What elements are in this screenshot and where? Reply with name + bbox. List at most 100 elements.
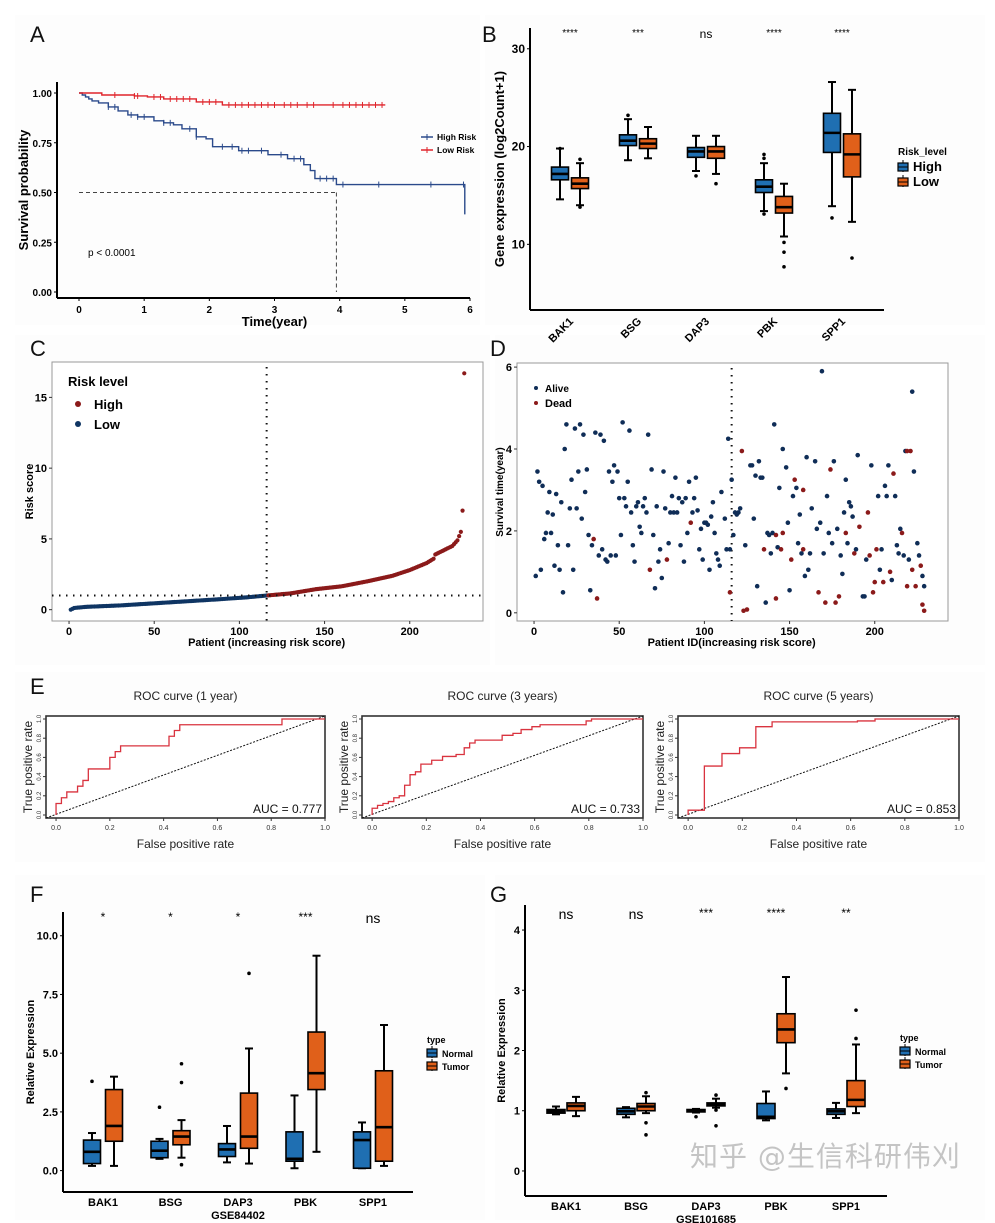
point-alive (679, 499, 685, 505)
x-tick-label: 0.8 (266, 825, 276, 832)
outlier-point (714, 1123, 718, 1128)
point-alive (668, 510, 673, 515)
outlier-point (762, 156, 766, 161)
point-alive (642, 495, 648, 501)
outlier-point (694, 1114, 698, 1119)
outlier-point (90, 1079, 94, 1084)
point-dead (773, 596, 779, 601)
point-alive (576, 469, 581, 474)
y-tick-label: 0.4 (353, 772, 359, 781)
point-alive (754, 583, 760, 589)
y-tick-label: 0.0 (37, 810, 43, 819)
y-tick-label: 0.6 (353, 753, 359, 762)
x-tick-label: PBK (755, 316, 780, 341)
point-alive (846, 499, 852, 505)
legend-label: Low (913, 174, 940, 189)
outlier-point (179, 1162, 184, 1167)
point-alive (579, 516, 585, 521)
point-alive (724, 547, 729, 552)
significance-label: **** (834, 28, 850, 39)
point-high-risk (462, 371, 467, 376)
outlier-point (644, 1120, 648, 1125)
point-alive (616, 495, 622, 501)
x-tick-label: DAP3 (223, 1197, 252, 1209)
point-alive (840, 571, 845, 577)
x-tick-label: 2 (207, 305, 213, 316)
x-tick-label: 0.6 (213, 825, 223, 832)
y-tick-label: 0.2 (669, 791, 675, 800)
point-dead (788, 557, 794, 562)
point-alive (598, 432, 603, 437)
y-axis-title: Relative Expression (25, 999, 37, 1104)
legend-title: Risk_level (898, 147, 947, 158)
y-tick-label: 0.8 (669, 733, 675, 742)
point-alive (581, 432, 586, 437)
panel-a (15, 15, 480, 325)
y-tick-label: 2 (514, 1046, 520, 1058)
point-high-risk (457, 533, 462, 539)
point-dead (891, 471, 896, 476)
point-dead (800, 487, 806, 493)
point-dead (836, 594, 842, 599)
y-tick-label: 0.75 (33, 139, 53, 150)
point-alive (553, 491, 559, 497)
point-alive (751, 516, 757, 521)
x-tick-label: 3 (272, 305, 278, 316)
point-alive (548, 530, 554, 536)
point-alive (543, 530, 549, 536)
point-alive (787, 587, 792, 593)
box-normal (756, 1102, 776, 1120)
point-alive (838, 553, 843, 558)
y-tick-label: 4 (514, 925, 521, 937)
point-alive (698, 526, 704, 532)
y-axis-title: True positive rate (21, 721, 35, 814)
point-alive (650, 532, 656, 538)
diagonal-reference (361, 715, 644, 819)
y-tick-label: 3 (514, 985, 520, 997)
outlier-point (762, 212, 766, 216)
auc-label: AUC = 0.733 (571, 802, 640, 816)
y-tick-label: 0.8 (37, 733, 43, 742)
point-dead (727, 590, 733, 595)
x-tick-label: 0 (66, 626, 72, 638)
point-alive (535, 469, 540, 474)
point-alive (886, 463, 891, 468)
point-alive (577, 422, 583, 427)
watermark: 知乎 @生信科研伟刈 (690, 1140, 961, 1173)
point-alive (552, 563, 557, 569)
point-dead (833, 600, 838, 605)
point-alive (652, 585, 658, 591)
outlier-point (782, 250, 786, 254)
x-tick-label: 0.0 (367, 825, 377, 832)
survival-scatter-chart: 0 2 4 6 0 50 100 150 200 Patient ID(increasing ri… (495, 362, 949, 649)
point-alive (795, 540, 801, 546)
x-axis-title: False positive rate (770, 837, 868, 851)
point-alive (853, 547, 859, 552)
point-alive (678, 542, 683, 548)
point-alive (863, 557, 869, 562)
point-dead (823, 600, 828, 605)
point-alive (806, 567, 811, 573)
outlier-point (179, 1080, 184, 1085)
chart-title: ROC curve (1 year) (133, 689, 237, 703)
panel-letter-f: F (30, 882, 44, 907)
point-alive (848, 504, 854, 509)
point-alive (541, 536, 547, 542)
point-alive (685, 530, 690, 536)
roc-curve (55, 718, 325, 815)
point-alive (817, 520, 823, 526)
x-axis-title: Patient ID(increasing risk score) (648, 637, 816, 649)
point-alive (824, 493, 830, 499)
x-tick-label: 100 (695, 626, 713, 638)
x-axis-title: Time(year) (242, 314, 308, 329)
box-tumor (104, 1088, 124, 1143)
point-alive (654, 504, 659, 509)
legend-label: High (913, 159, 942, 174)
point-alive (760, 475, 765, 480)
significance-label: **** (562, 28, 578, 39)
point-alive (649, 467, 654, 472)
point-alive (705, 522, 711, 528)
point-alive (562, 446, 567, 452)
point-alive (831, 458, 837, 464)
